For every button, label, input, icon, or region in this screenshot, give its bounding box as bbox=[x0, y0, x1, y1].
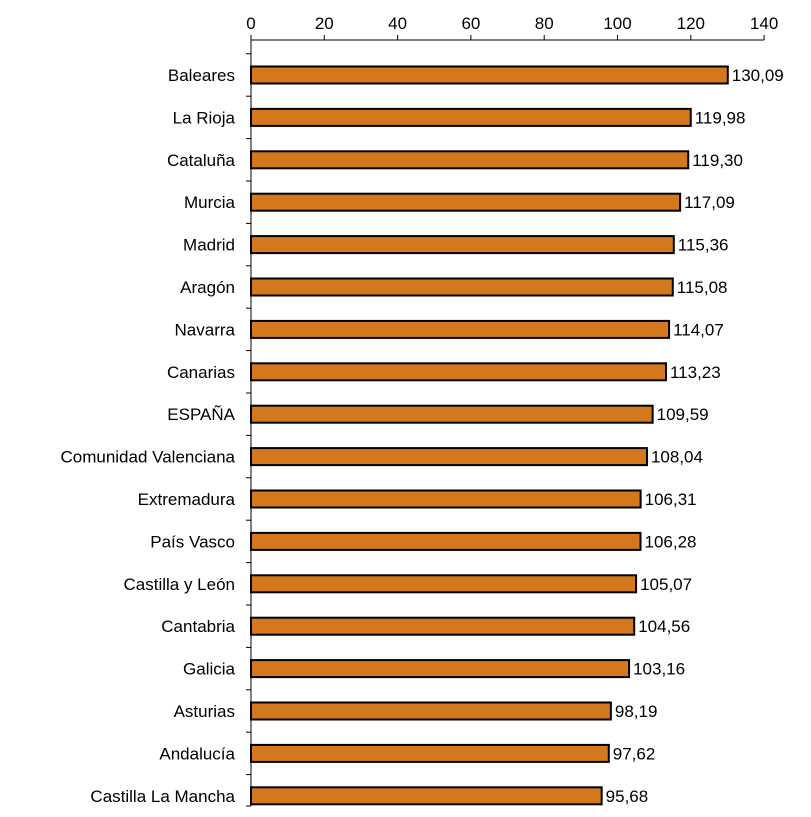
category-label: Galicia bbox=[183, 660, 236, 679]
value-label: 114,07 bbox=[673, 320, 724, 339]
category-label: Canarias bbox=[167, 363, 235, 382]
category-label: Madrid bbox=[183, 236, 235, 255]
value-label: 117,09 bbox=[684, 193, 735, 212]
category-label: Aragón bbox=[180, 278, 235, 297]
value-label: 97,62 bbox=[613, 744, 656, 763]
x-tick-label: 60 bbox=[461, 14, 480, 33]
category-label: Baleares bbox=[168, 66, 235, 85]
category-label: Andalucía bbox=[159, 744, 235, 763]
value-label: 115,36 bbox=[678, 236, 729, 255]
value-label: 106,28 bbox=[645, 532, 697, 551]
category-label: Cantabria bbox=[161, 617, 235, 636]
value-label: 130,09 bbox=[732, 66, 784, 85]
x-tick-label: 80 bbox=[535, 14, 554, 33]
value-label: 104,56 bbox=[638, 617, 690, 636]
category-label: Cataluña bbox=[167, 151, 236, 170]
bar bbox=[250, 701, 612, 721]
x-tick-label: 20 bbox=[315, 14, 334, 33]
bar bbox=[250, 277, 674, 297]
value-label: 106,31 bbox=[645, 490, 697, 509]
x-tick-label: 0 bbox=[246, 14, 255, 33]
value-labels: 130,09 119,98 119,30 117,09 115,36 115,08 114,… bbox=[606, 66, 784, 806]
category-label: Castilla y León bbox=[123, 575, 235, 594]
x-tick-label: 100 bbox=[603, 14, 631, 33]
value-label: 119,30 bbox=[692, 151, 743, 170]
x-tick-label: 40 bbox=[388, 14, 407, 33]
bar bbox=[250, 659, 631, 679]
bar bbox=[250, 489, 642, 509]
bar bbox=[250, 319, 671, 339]
bar bbox=[250, 574, 638, 594]
bar bbox=[250, 786, 603, 806]
bar bbox=[250, 65, 729, 85]
value-label: 115,08 bbox=[677, 278, 728, 297]
category-label: Extremadura bbox=[138, 490, 236, 509]
category-label: Castilla La Mancha bbox=[90, 787, 235, 806]
category-label: Comunidad Valenciana bbox=[60, 448, 235, 467]
category-label: ESPAÑA bbox=[167, 405, 235, 424]
category-labels: Baleares La Rioja Cataluña Murcia Madrid Arag… bbox=[60, 66, 235, 806]
category-label: Asturias bbox=[174, 702, 235, 721]
bar bbox=[250, 447, 648, 467]
value-label: 108,04 bbox=[651, 448, 703, 467]
bar bbox=[250, 743, 610, 763]
category-label: Murcia bbox=[184, 193, 236, 212]
bar bbox=[250, 531, 642, 551]
value-label: 98,19 bbox=[615, 702, 658, 721]
bar bbox=[250, 235, 675, 255]
value-label: 113,23 bbox=[670, 363, 721, 382]
bar bbox=[250, 616, 636, 636]
value-label: 109,59 bbox=[657, 405, 709, 424]
bar bbox=[250, 362, 667, 382]
bars bbox=[250, 65, 729, 806]
bar bbox=[250, 192, 682, 212]
value-label: 119,98 bbox=[695, 108, 746, 127]
value-label: 103,16 bbox=[633, 660, 685, 679]
bar bbox=[250, 404, 654, 424]
category-label: Navarra bbox=[175, 320, 236, 339]
category-label: La Rioja bbox=[173, 108, 236, 127]
bar bbox=[250, 107, 692, 127]
x-axis-ticks: 0 20 40 60 80 100 120 140 bbox=[246, 14, 778, 807]
value-label: 105,07 bbox=[640, 575, 692, 594]
x-tick-label: 120 bbox=[677, 14, 705, 33]
x-tick-label: 140 bbox=[750, 14, 778, 33]
bar bbox=[250, 150, 690, 170]
value-label: 95,68 bbox=[606, 787, 649, 806]
category-label: País Vasco bbox=[150, 532, 235, 551]
